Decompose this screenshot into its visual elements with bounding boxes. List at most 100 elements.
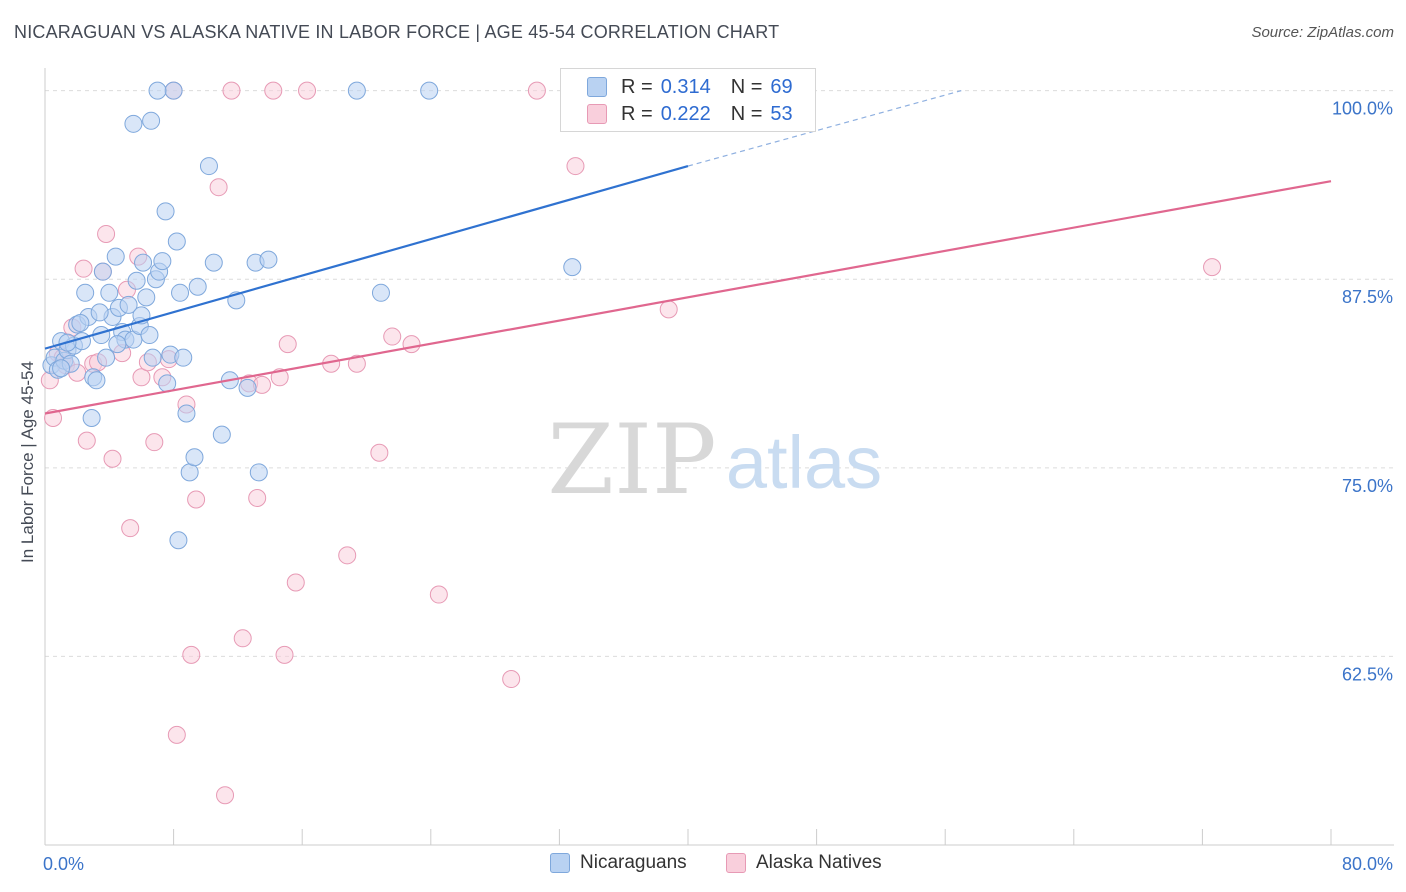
nicaraguan-point: [100, 283, 119, 302]
y-tick-label: 75.0%: [1342, 476, 1393, 496]
nicaraguan-point: [108, 335, 127, 354]
alaska-native-point: [222, 81, 241, 100]
alaska-native-point: [187, 490, 206, 509]
alaska-native-point: [77, 431, 96, 450]
legend-item-nicaraguans[interactable]: Nicaraguans: [550, 852, 687, 874]
nicaraguan-point: [124, 114, 143, 133]
alaska-native-point: [233, 629, 252, 648]
nicaraguan-point: [82, 409, 101, 428]
alaska-native-point: [74, 259, 93, 278]
watermark-zip: ZIP: [547, 404, 716, 516]
legend-label-alaska-natives: Alaska Natives: [756, 852, 882, 873]
legend-r-value: 0.314: [660, 75, 711, 98]
legend-row-nicaraguans: R = 0.314 N = 69: [587, 75, 799, 99]
nicaraguan-point: [71, 313, 90, 332]
nicaraguan-point: [199, 157, 218, 176]
legend-r-value: 0.222: [660, 102, 711, 125]
alaska-native-point: [132, 368, 151, 387]
nicaraguan-point: [563, 258, 582, 277]
nicaraguan-point: [212, 425, 231, 444]
x-tick-label: 80.0%: [1342, 854, 1393, 874]
alaska-native-point: [383, 327, 402, 346]
legend-n-value: 53: [770, 102, 793, 125]
nicaraguan-point: [420, 81, 439, 100]
alaska-native-point: [167, 725, 186, 744]
nicaraguan-point: [142, 111, 161, 130]
legend-r-label: R =: [621, 75, 653, 98]
alaska-native-point: [270, 368, 289, 387]
alaska-native-point: [347, 354, 366, 373]
alaska-native-point: [121, 519, 140, 538]
legend-label-nicaraguans: Nicaraguans: [580, 852, 687, 873]
alaska-native-point: [566, 157, 585, 176]
legend-n-label: N =: [730, 75, 763, 98]
nicaraguan-point: [76, 283, 95, 302]
legend-row-alaska-natives: R = 0.222 N = 53: [587, 102, 799, 126]
axes: [44, 68, 1394, 846]
legend-swatch-pink: [726, 853, 746, 873]
nicaraguan-point: [177, 404, 196, 423]
y-tick-label: 100.0%: [1332, 99, 1393, 119]
nicaraguan-point: [143, 348, 162, 367]
nicaraguan-point: [87, 371, 106, 390]
legend-item-alaska-natives[interactable]: Alaska Natives: [726, 852, 882, 874]
nicaraguan-point: [259, 250, 278, 269]
nicaraguan-point: [97, 348, 116, 367]
nicaraguans-trend-line: [44, 165, 689, 350]
nicaraguan-point: [171, 283, 190, 302]
alaska-native-point: [338, 546, 357, 565]
alaska-native-point: [275, 645, 294, 664]
x-tick-label: 0.0%: [43, 854, 84, 874]
chart-title: NICARAGUAN VS ALASKA NATIVE IN LABOR FOR…: [14, 22, 780, 42]
nicaraguan-point: [90, 303, 109, 322]
nicaraguan-point: [185, 448, 204, 467]
legend-swatch-pink: [587, 104, 607, 124]
alaska-native-point: [402, 335, 421, 354]
trend-lines: [44, 90, 1332, 415]
alaska-native-point: [216, 786, 235, 805]
alaska-native-point: [370, 443, 389, 462]
series-legend: Nicaraguans Alaska Natives: [0, 852, 1406, 878]
alaska-native-point: [502, 670, 521, 689]
nicaraguan-point: [164, 81, 183, 100]
nicaraguans-trend-extension: [687, 90, 962, 167]
legend-swatch-blue: [550, 853, 570, 873]
alaska-native-point: [429, 585, 448, 604]
nicaraguan-point: [156, 202, 175, 221]
series-nicaraguans-points: [42, 81, 582, 550]
alaska-natives-trend-line: [44, 180, 1332, 415]
legend-swatch-blue: [587, 77, 607, 97]
legend-n-label: N =: [730, 102, 763, 125]
nicaraguan-point: [167, 232, 186, 251]
source-label: Source: ZipAtlas.com: [1251, 24, 1394, 41]
alaska-native-point: [253, 375, 272, 394]
alaska-native-point: [278, 335, 297, 354]
y-axis-label: In Labor Force | Age 45-54: [18, 361, 37, 563]
series-alaska-natives-points: [40, 81, 1222, 805]
alaska-native-point: [209, 178, 228, 197]
alaska-native-point: [103, 449, 122, 468]
nicaraguan-point: [140, 326, 159, 345]
alaska-native-point: [1203, 258, 1222, 277]
alaska-native-point: [182, 645, 201, 664]
legend-r-label: R =: [621, 102, 653, 125]
alaska-native-point: [298, 81, 317, 100]
y-tick-label: 87.5%: [1342, 287, 1393, 307]
nicaraguan-point: [119, 295, 138, 314]
nicaraguan-point: [127, 271, 146, 290]
stats-legend: R = 0.314 N = 69 R = 0.222 N = 53: [560, 68, 816, 132]
alaska-native-point: [145, 433, 164, 452]
alaska-native-point: [659, 300, 678, 319]
alaska-native-point: [527, 81, 546, 100]
alaska-native-point: [248, 488, 267, 507]
nicaraguan-point: [347, 81, 366, 100]
grid-lines: [45, 90, 1394, 657]
nicaraguan-point: [188, 277, 207, 296]
y-tick-label: 62.5%: [1342, 664, 1393, 684]
alaska-native-point: [286, 573, 305, 592]
watermark: ZIP atlas: [547, 404, 882, 516]
nicaraguan-point: [137, 288, 156, 307]
tick-labels: 62.5% 75.0% 87.5% 100.0% 0.0% 80.0%: [43, 99, 1393, 874]
nicaraguan-point: [169, 531, 188, 550]
